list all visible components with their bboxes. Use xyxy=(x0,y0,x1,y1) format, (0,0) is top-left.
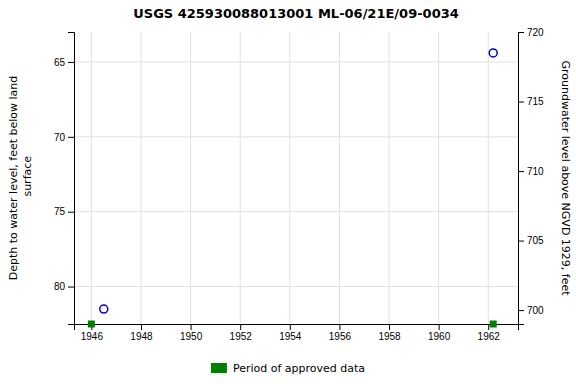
y2-axis-tick-label: 710 xyxy=(527,166,544,177)
grid-line-x xyxy=(389,32,390,324)
grid-line-x xyxy=(190,32,191,324)
x-axis-tick-label: 1946 xyxy=(81,331,104,342)
x-axis-tick-mark xyxy=(339,324,340,330)
y-axis-tick: 65 xyxy=(54,57,74,68)
grid-line-y xyxy=(74,286,518,287)
y2-axis-tick: 700 xyxy=(518,305,544,316)
x-axis-tick-label: 1954 xyxy=(279,331,302,342)
title: USGS 425930088013001 ML-06/21E/09-0034 xyxy=(133,6,459,21)
y2-axis-line xyxy=(519,33,525,325)
legend: Period of approved data xyxy=(211,362,365,375)
x-axis-tick: 1960 xyxy=(428,324,451,342)
y-axis-title-line: surface xyxy=(21,156,34,200)
y-axis-tick-label: 70 xyxy=(54,132,66,143)
y2-axis-tick: 705 xyxy=(518,235,544,246)
y2-axis-tick-mark xyxy=(518,241,524,242)
y2-axis: 720 715 710 705 700 xyxy=(518,27,544,325)
marks xyxy=(88,49,497,328)
y2-axis-tick-mark xyxy=(518,310,524,311)
y2-axis-tick-label: 720 xyxy=(527,27,544,38)
grid-line-y xyxy=(74,136,518,137)
y2-axis-tick-label: 705 xyxy=(527,235,544,246)
y-axis-tick-mark xyxy=(68,287,74,288)
x-axis-tick: 1954 xyxy=(279,324,302,342)
y2-axis-tick-mark xyxy=(518,102,524,103)
y-axis-tick-mark xyxy=(68,212,74,213)
x-axis-tick-mark xyxy=(141,324,142,330)
x-axis-tick-label: 1952 xyxy=(230,331,253,342)
x-axis-tick-label: 1962 xyxy=(478,331,501,342)
y2-axis-tick-mark xyxy=(518,32,524,33)
chart: 1946 1948 1950 1952 1954 1956 1958 1960 1962 65 70… xyxy=(0,0,576,384)
x-axis-tick-label: 1948 xyxy=(130,331,153,342)
y-axis-line xyxy=(68,33,75,325)
grid-line-x xyxy=(339,32,340,324)
x-axis-tick-mark xyxy=(439,324,440,330)
y-axis: 65 70 75 80 xyxy=(54,33,75,325)
y2-axis-tick-mark xyxy=(518,171,524,172)
x-axis-tick-mark xyxy=(389,324,390,330)
y2-axis-tick: 715 xyxy=(518,96,544,107)
y-axis-title-line: Depth to water level, feet below land xyxy=(7,76,20,281)
square-marker xyxy=(88,321,95,328)
grid-line-y xyxy=(74,61,518,62)
grid-line-x xyxy=(91,32,92,324)
y-axis-tick-label: 80 xyxy=(54,281,66,292)
y2-axis-tick: 710 xyxy=(518,166,544,177)
x-axis-tick-mark xyxy=(240,324,241,330)
legend-label: Period of approved data xyxy=(233,362,365,375)
x-axis-tick-label: 1958 xyxy=(378,331,401,342)
grid-line-x xyxy=(240,32,241,324)
x-axis-tick: 1952 xyxy=(230,324,253,342)
y2-axis-tick: 720 xyxy=(518,27,544,38)
x-axis-tick-label: 1956 xyxy=(329,331,352,342)
y2-axis-tick-label: 715 xyxy=(527,96,544,107)
plot: 1946 1948 1950 1952 1954 1956 1958 1960 1962 65 70… xyxy=(54,27,544,342)
x-axis-tick: 1956 xyxy=(329,324,352,342)
grid-line-x xyxy=(438,32,439,324)
x-axis: 1946 1948 1950 1952 1954 1956 1958 1960 1962 xyxy=(75,324,519,342)
x-axis-tick-label: 1950 xyxy=(180,331,203,342)
y-axis-title: Depth to water level, feet below land su… xyxy=(7,76,33,281)
legend-item: Period of approved data xyxy=(211,362,365,375)
x-axis-tick-mark xyxy=(290,324,291,330)
point xyxy=(100,305,108,313)
y-axis-tick-mark xyxy=(68,137,74,138)
y2-axis-title: Groundwater level above NGVD 1929, feet xyxy=(559,60,572,296)
x-axis-tick: 1950 xyxy=(180,324,203,342)
x-axis-tick-mark xyxy=(191,324,192,330)
y-axis-tick: 70 xyxy=(54,132,74,143)
grid-line-x xyxy=(289,32,290,324)
x-axis-tick-mark xyxy=(488,324,489,330)
x-axis-tick-label: 1960 xyxy=(428,331,451,342)
grid-line-x xyxy=(140,32,141,324)
x-axis-tick: 1962 xyxy=(478,324,501,342)
y-axis-tick-mark xyxy=(68,62,74,63)
square-marker xyxy=(490,321,497,328)
y-axis-tick-label: 65 xyxy=(54,57,66,68)
y2-axis-tick-label: 700 xyxy=(527,305,544,316)
x-axis-tick: 1958 xyxy=(378,324,401,342)
x-axis-line xyxy=(75,325,519,331)
y-axis-tick-label: 75 xyxy=(54,206,66,217)
y-axis-tick: 75 xyxy=(54,206,74,217)
y-axis-tick: 80 xyxy=(54,281,74,292)
grid-line-y xyxy=(74,211,518,212)
legend-swatch xyxy=(211,363,227,373)
point xyxy=(489,49,497,57)
x-axis-tick: 1948 xyxy=(130,324,153,342)
grid xyxy=(74,32,518,324)
grid-line-x xyxy=(488,32,489,324)
